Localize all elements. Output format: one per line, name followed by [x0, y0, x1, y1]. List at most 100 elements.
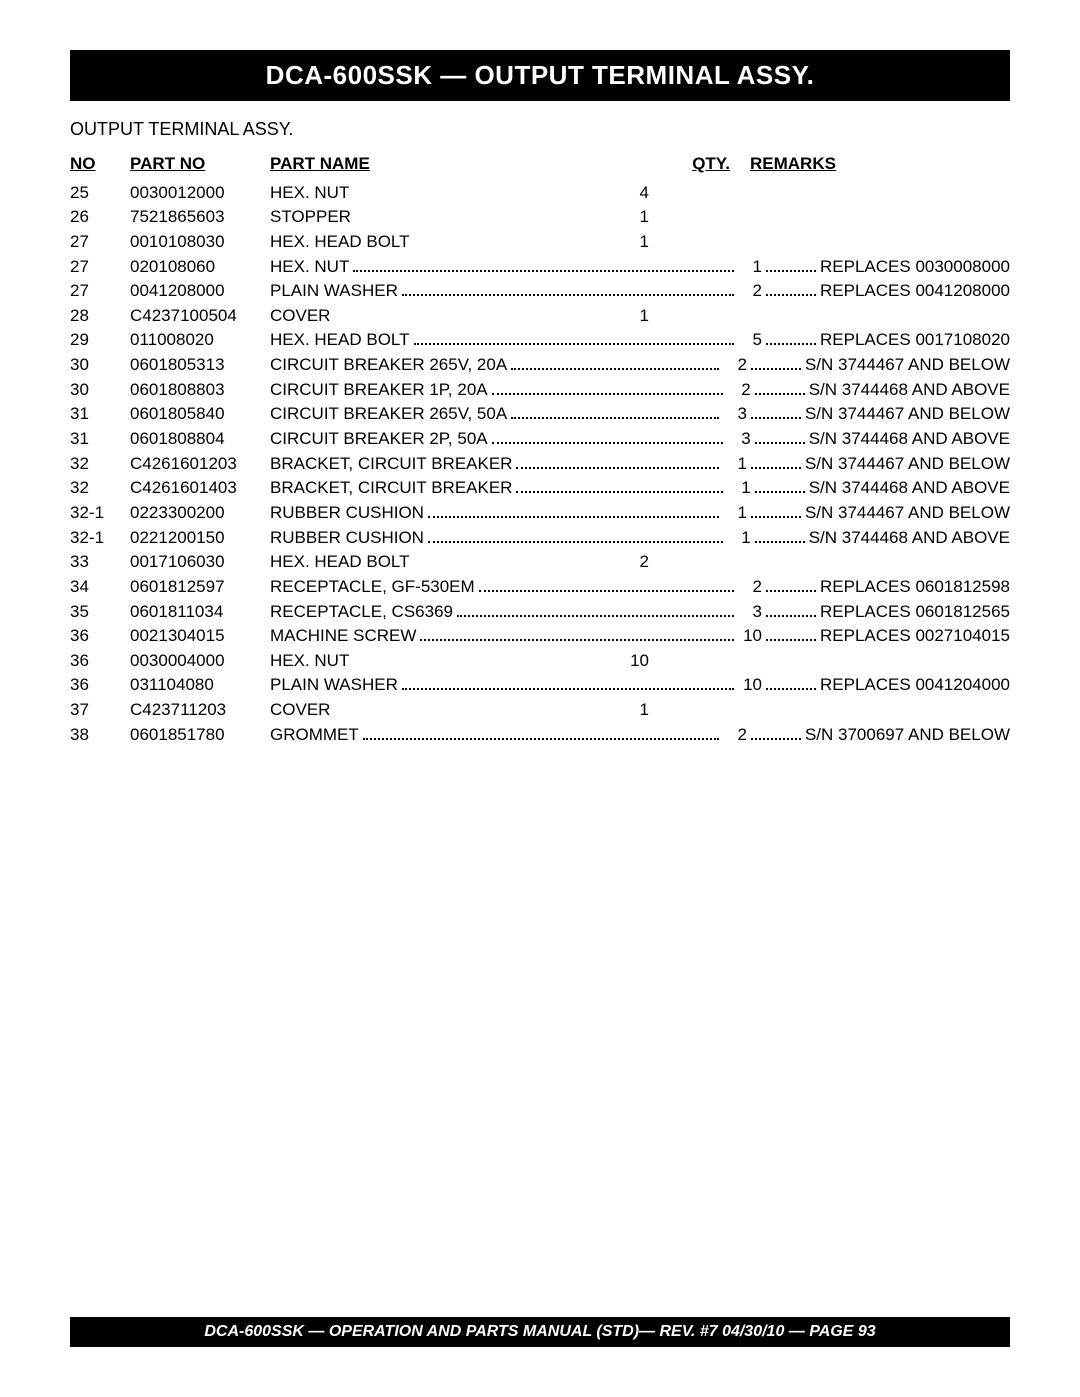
- table-row: 32-10221200150RUBBER CUSHION1S/N 3744468…: [70, 526, 1010, 551]
- cell-middle: MACHINE SCREW10REPLACES 0027104015: [270, 624, 1010, 649]
- cell-partno: 031104080: [130, 673, 270, 698]
- leader-dots: [766, 257, 816, 271]
- cell-partname: CIRCUIT BREAKER 1P, 20A: [270, 378, 488, 403]
- cell-no: 31: [70, 402, 130, 427]
- cell-partno: 0041208000: [130, 279, 270, 304]
- leader-dots: [511, 356, 719, 370]
- cell-partname: HEX. HEAD BOLT: [270, 328, 410, 353]
- cell-no: 26: [70, 205, 130, 230]
- table-header-row: NO PART NO PART NAME QTY. REMARKS: [70, 152, 1010, 177]
- cell-partno: 020108060: [130, 255, 270, 280]
- cell-partno: 0601851780: [130, 723, 270, 748]
- cell-qty: 1: [625, 304, 649, 329]
- table-row: 300601805313CIRCUIT BREAKER 265V, 20A2S/…: [70, 353, 1010, 378]
- cell-partno: 0221200150: [130, 526, 270, 551]
- table-row: 29011008020HEX. HEAD BOLT5REPLACES 00171…: [70, 328, 1010, 353]
- leader-dots: [511, 405, 719, 419]
- cell-no: 27: [70, 255, 130, 280]
- cell-no: 27: [70, 230, 130, 255]
- cell-no: 34: [70, 575, 130, 600]
- leader-dots: [766, 577, 816, 591]
- cell-partno: C4261601403: [130, 476, 270, 501]
- table-row: 32C4261601203BRACKET, CIRCUIT BREAKER1S/…: [70, 452, 1010, 477]
- cell-partname: CIRCUIT BREAKER 265V, 50A: [270, 402, 507, 427]
- cell-qty: 3: [738, 600, 762, 625]
- leader-dots: [766, 331, 816, 345]
- leader-dots: [751, 405, 801, 419]
- cell-partno: 0030004000: [130, 649, 270, 674]
- cell-partno: 0017106030: [130, 550, 270, 575]
- cell-partname: RECEPTACLE, GF-530EM: [270, 575, 475, 600]
- leader-dots: [751, 725, 801, 739]
- table-row: 380601851780GROMMET2S/N 3700697 AND BELO…: [70, 723, 1010, 748]
- cell-no: 36: [70, 649, 130, 674]
- cell-partname: HEX. HEAD BOLT: [270, 230, 625, 255]
- leader-dots: [492, 380, 723, 394]
- cell-partname: CIRCUIT BREAKER 2P, 50A: [270, 427, 488, 452]
- cell-partno: 0021304015: [130, 624, 270, 649]
- leader-dots: [402, 676, 734, 690]
- cell-middle: RUBBER CUSHION1S/N 3744467 AND BELOW: [270, 501, 1010, 526]
- cell-middle: CIRCUIT BREAKER 265V, 20A2S/N 3744467 AN…: [270, 353, 1010, 378]
- cell-no: 25: [70, 181, 130, 206]
- cell-partno: 011008020: [130, 328, 270, 353]
- table-row: 32C4261601403BRACKET, CIRCUIT BREAKER1S/…: [70, 476, 1010, 501]
- cell-partno: 0601812597: [130, 575, 270, 600]
- table-row: 267521865603STOPPER1: [70, 205, 1010, 230]
- col-header-no: NO: [70, 152, 130, 177]
- cell-middle: RUBBER CUSHION1S/N 3744468 AND ABOVE: [270, 526, 1010, 551]
- table-row: 32-10223300200RUBBER CUSHION1S/N 3744467…: [70, 501, 1010, 526]
- cell-partno: 0601808804: [130, 427, 270, 452]
- cell-middle: STOPPER1: [270, 205, 1010, 230]
- table-row: 36031104080PLAIN WASHER10REPLACES 004120…: [70, 673, 1010, 698]
- cell-middle: RECEPTACLE, GF-530EM2REPLACES 0601812598: [270, 575, 1010, 600]
- cell-no: 38: [70, 723, 130, 748]
- cell-qty: 10: [738, 624, 762, 649]
- leader-dots: [516, 454, 718, 468]
- cell-remarks: REPLACES 0027104015: [820, 624, 1010, 649]
- leader-dots: [402, 282, 734, 296]
- cell-remarks: S/N 3744467 AND BELOW: [805, 353, 1010, 378]
- cell-remarks: S/N 3744468 AND ABOVE: [809, 526, 1010, 551]
- cell-partno: 0010108030: [130, 230, 270, 255]
- cell-qty: 10: [738, 673, 762, 698]
- cell-partno: 0601811034: [130, 600, 270, 625]
- cell-qty: 1: [625, 230, 649, 255]
- cell-partname: CIRCUIT BREAKER 265V, 20A: [270, 353, 507, 378]
- table-row: 270010108030HEX. HEAD BOLT1: [70, 230, 1010, 255]
- cell-partname: STOPPER: [270, 205, 625, 230]
- page-footer-bar: DCA-600SSK — OPERATION AND PARTS MANUAL …: [70, 1317, 1010, 1347]
- cell-qty: 5: [738, 328, 762, 353]
- cell-partname: GROMMET: [270, 723, 359, 748]
- cell-no: 36: [70, 673, 130, 698]
- col-header-partno: PART NO: [130, 152, 270, 177]
- leader-dots: [353, 257, 734, 271]
- cell-qty: 3: [727, 427, 751, 452]
- cell-remarks: REPLACES 0041204000: [820, 673, 1010, 698]
- cell-remarks: REPLACES 0601812598: [820, 575, 1010, 600]
- cell-middle: HEX. HEAD BOLT2: [270, 550, 1010, 575]
- table-body: 250030012000HEX. NUT4267521865603STOPPER…: [70, 181, 1010, 748]
- leader-dots: [755, 430, 805, 444]
- cell-remarks: S/N 3744467 AND BELOW: [805, 402, 1010, 427]
- leader-dots: [766, 676, 816, 690]
- cell-middle: BRACKET, CIRCUIT BREAKER1S/N 3744468 AND…: [270, 476, 1010, 501]
- cell-middle: HEX. HEAD BOLT 5 REPLACES 0017108020: [270, 328, 1010, 353]
- cell-qty: 1: [723, 501, 747, 526]
- cell-qty: 1: [625, 205, 649, 230]
- cell-partno: 0223300200: [130, 501, 270, 526]
- cell-partname: HEX. NUT: [270, 255, 349, 280]
- cell-middle: PLAIN WASHER2REPLACES 0041208000: [270, 279, 1010, 304]
- cell-remarks: REPLACES 0030008000: [820, 255, 1010, 280]
- cell-remarks: REPLACES 0601812565: [820, 600, 1010, 625]
- cell-qty: 3: [723, 402, 747, 427]
- leader-dots: [751, 356, 801, 370]
- cell-no: 32-1: [70, 501, 130, 526]
- leader-dots: [414, 331, 735, 345]
- cell-qty: 1: [727, 526, 751, 551]
- cell-remarks: S/N 3744468 AND ABOVE: [809, 427, 1010, 452]
- cell-remarks: REPLACES 0017108020: [820, 328, 1010, 353]
- cell-middle: RECEPTACLE, CS63693REPLACES 0601812565: [270, 600, 1010, 625]
- leader-dots: [755, 380, 805, 394]
- cell-no: 37: [70, 698, 130, 723]
